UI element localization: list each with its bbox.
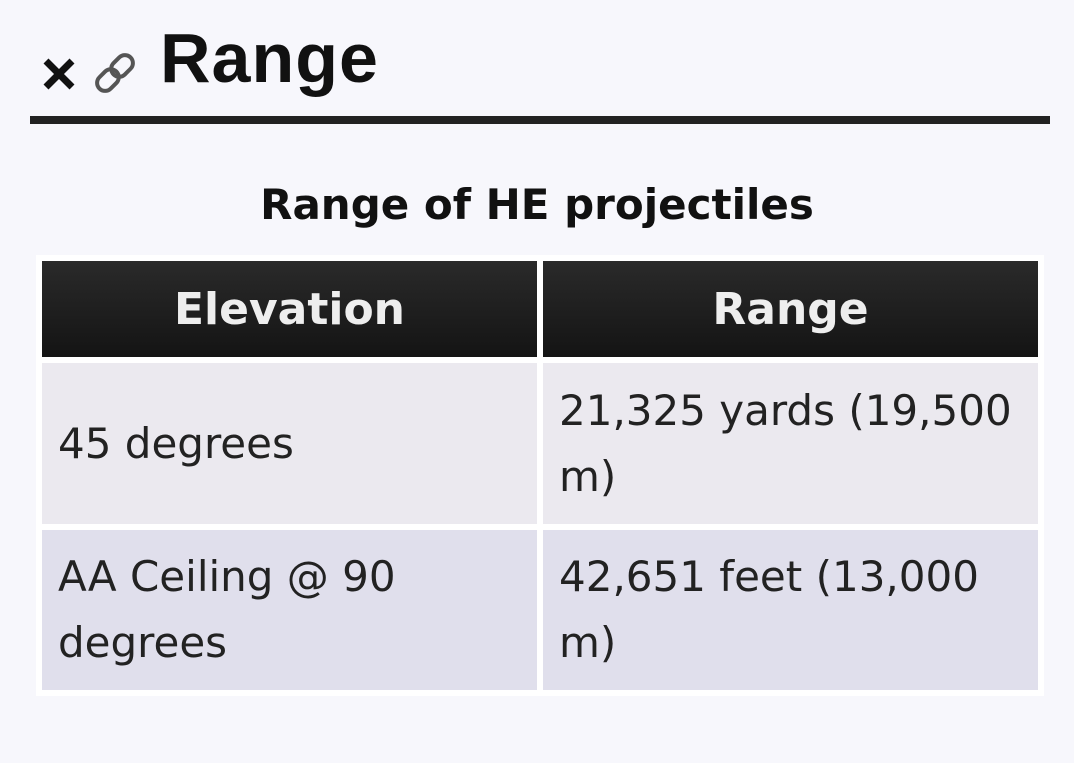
table-row: AA Ceiling @ 90 degrees 42,651 feet (13,… (42, 530, 1038, 690)
column-header: Elevation (42, 261, 537, 357)
range-table: Elevation Range 45 degrees 21,325 yards … (36, 255, 1044, 696)
table-cell: AA Ceiling @ 90 degrees (42, 530, 537, 690)
header-row: Elevation Range (42, 261, 1038, 357)
section-header: Range (30, 10, 1050, 124)
column-header: Range (543, 261, 1038, 357)
table-caption: Range of HE projectiles (260, 180, 814, 229)
table-cell: 42,651 feet (13,000 m) (543, 530, 1038, 690)
table-row: 45 degrees 21,325 yards (19,500 m) (42, 363, 1038, 524)
table-cell: 21,325 yards (19,500 m) (543, 363, 1038, 524)
table-cell: 45 degrees (42, 363, 537, 524)
link-icon[interactable] (90, 48, 140, 98)
close-icon[interactable] (40, 55, 80, 95)
section-title: Range (160, 19, 379, 97)
